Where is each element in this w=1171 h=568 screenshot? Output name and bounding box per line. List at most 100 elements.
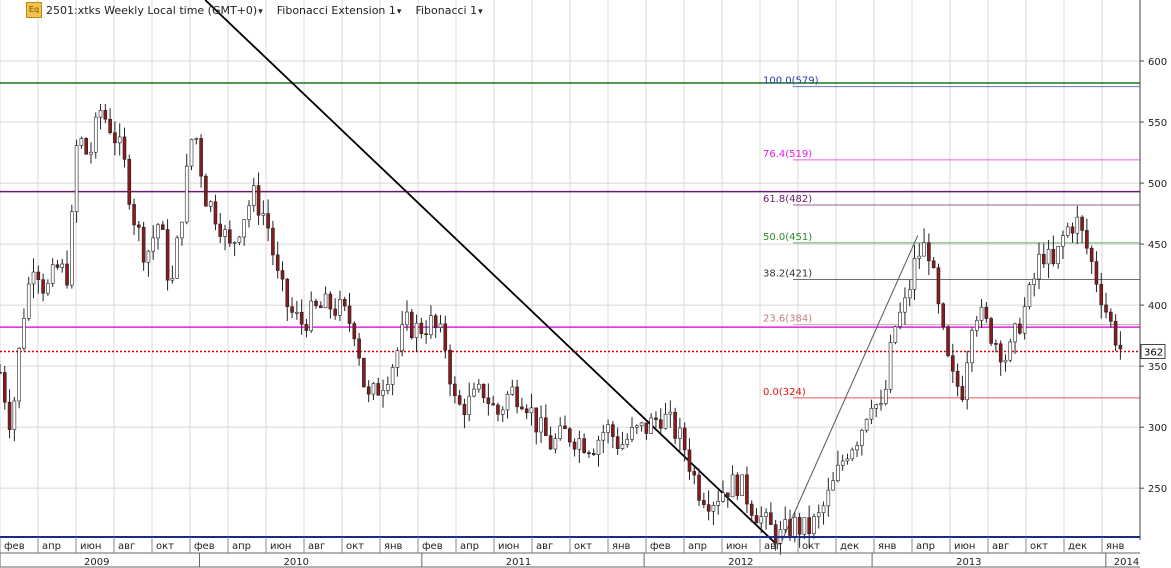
candle-body bbox=[1065, 226, 1070, 236]
candle-body bbox=[175, 237, 179, 279]
candle-body bbox=[357, 338, 361, 359]
candle-body bbox=[275, 254, 280, 271]
candle-body bbox=[678, 427, 682, 439]
month-tick-label: фев bbox=[422, 541, 443, 552]
candle-body bbox=[658, 419, 663, 429]
candle-body bbox=[247, 205, 251, 220]
candle-body bbox=[826, 489, 831, 507]
candle-body bbox=[476, 383, 481, 390]
candle-body bbox=[773, 524, 778, 544]
candle-body bbox=[333, 308, 337, 316]
candle-body bbox=[41, 279, 45, 294]
year-tick-label: 2014 bbox=[1114, 557, 1139, 568]
candle-body bbox=[414, 322, 419, 339]
month-tick-label: окт bbox=[802, 541, 820, 552]
candle-body bbox=[318, 305, 323, 309]
candle-body bbox=[649, 417, 653, 434]
candle-body bbox=[510, 386, 515, 395]
candle-body bbox=[347, 305, 352, 324]
candle-body bbox=[1032, 278, 1037, 285]
candle-body bbox=[965, 362, 969, 401]
symbol-dropdown[interactable]: 2501:xtks Weekly Local time (GMT+0) bbox=[46, 4, 263, 17]
candle-body bbox=[132, 204, 136, 226]
candle-body bbox=[127, 159, 132, 205]
month-tick-label: дек bbox=[840, 541, 859, 552]
candle-body bbox=[577, 438, 582, 450]
candle-body bbox=[697, 474, 701, 501]
candle-body bbox=[994, 343, 998, 345]
candle-body bbox=[84, 138, 88, 155]
candle-body bbox=[36, 271, 41, 280]
candle-body bbox=[539, 417, 543, 433]
month-tick-label: июн bbox=[726, 541, 747, 552]
fib-extension-dropdown[interactable]: Fibonacci Extension 1 bbox=[277, 4, 402, 17]
candle-body bbox=[639, 422, 644, 427]
current-price-label: 362 bbox=[1144, 347, 1163, 358]
month-tick-label: янв bbox=[612, 541, 631, 552]
candle-body bbox=[974, 320, 979, 331]
candle-body bbox=[467, 395, 472, 416]
candle-body bbox=[60, 263, 65, 268]
candle-body bbox=[816, 512, 821, 517]
candle-body bbox=[457, 395, 462, 405]
candle-body bbox=[429, 315, 433, 336]
candle-body bbox=[26, 283, 31, 319]
candle-body bbox=[855, 445, 859, 451]
candle-body bbox=[309, 300, 314, 331]
candle-body bbox=[567, 428, 572, 443]
candle-body bbox=[433, 315, 438, 328]
candle-body bbox=[630, 427, 634, 440]
candle-body bbox=[290, 306, 294, 313]
year-tick-label: 2011 bbox=[506, 557, 531, 568]
month-tick-label: янв bbox=[878, 541, 897, 552]
candle-body bbox=[46, 283, 50, 294]
candle-body bbox=[606, 424, 610, 433]
candle-body bbox=[189, 138, 194, 167]
fib-level-label: 38.2(421) bbox=[763, 268, 812, 279]
year-tick-label: 2009 bbox=[84, 557, 109, 568]
candle-body bbox=[558, 425, 562, 440]
candle-body bbox=[740, 474, 744, 496]
candle-body bbox=[108, 118, 112, 133]
candle-body bbox=[702, 500, 706, 505]
candle-body bbox=[912, 258, 917, 290]
candle-body bbox=[285, 278, 290, 308]
candle-body bbox=[323, 293, 328, 309]
candle-body bbox=[654, 417, 658, 421]
candle-body bbox=[438, 323, 443, 328]
candle-body bbox=[802, 517, 807, 535]
candle-body bbox=[165, 229, 170, 281]
candle-body bbox=[860, 429, 864, 446]
month-tick-label: янв bbox=[384, 541, 403, 552]
month-tick-label: июн bbox=[498, 541, 519, 552]
price-tick-label: 600 bbox=[1148, 57, 1167, 68]
candle-body bbox=[390, 367, 395, 385]
candle-body bbox=[472, 388, 476, 397]
candle-body bbox=[199, 138, 203, 177]
candle-body bbox=[936, 267, 941, 305]
month-tick-label: авг bbox=[764, 541, 781, 552]
candle-body bbox=[280, 270, 285, 280]
candle-body bbox=[970, 330, 974, 364]
candle-body bbox=[946, 326, 950, 356]
candle-body bbox=[725, 492, 730, 498]
candle-body bbox=[223, 229, 227, 237]
candle-body bbox=[208, 201, 213, 207]
candle-body bbox=[788, 519, 792, 537]
candle-body bbox=[424, 333, 428, 336]
candle-body bbox=[486, 397, 491, 404]
candle-body bbox=[601, 432, 606, 441]
candle-body bbox=[730, 474, 735, 498]
fibonacci-dropdown[interactable]: Fibonacci 1 bbox=[415, 4, 482, 17]
candle-body bbox=[769, 512, 773, 525]
trendline bbox=[204, 0, 776, 544]
month-tick-label: июн bbox=[954, 541, 975, 552]
candle-body bbox=[850, 449, 855, 460]
candle-body bbox=[845, 458, 850, 462]
month-tick-label: авг bbox=[536, 541, 553, 552]
candle-body bbox=[692, 471, 697, 476]
candle-body bbox=[893, 326, 898, 343]
candle-body bbox=[146, 250, 151, 263]
candle-body bbox=[759, 516, 764, 524]
